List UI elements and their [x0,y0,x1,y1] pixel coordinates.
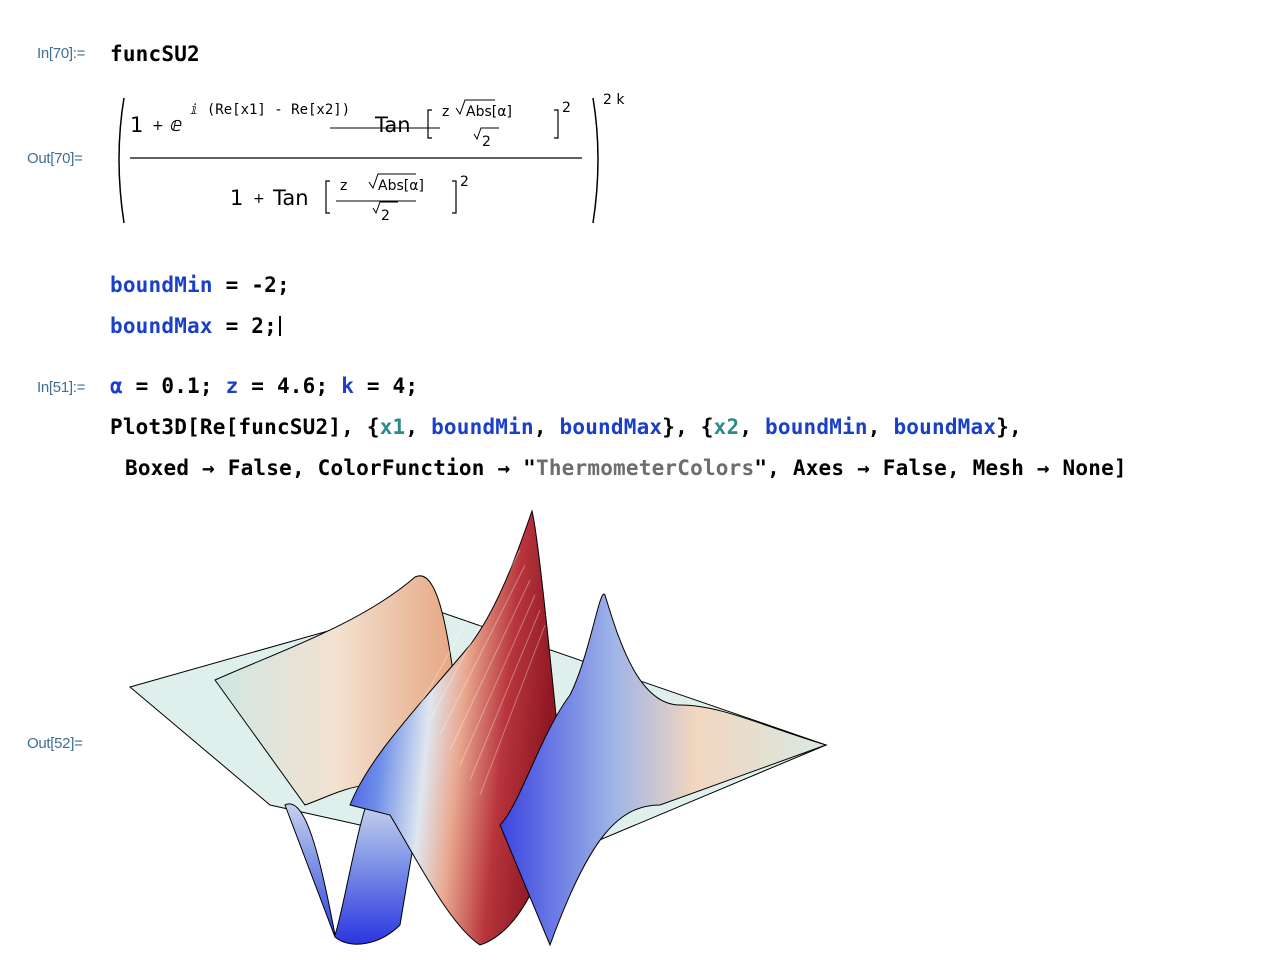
bound-max-value: = 2; [212,314,277,338]
bound-max-var: boundMax [110,314,213,338]
formula-exponent: ⅈ (Re[x1] - Re[x2]) [190,102,351,118]
sep-6: }, [996,415,1022,439]
plot-shading-lines [419,534,546,796]
bound-min-line[interactable]: boundMin = -2; [110,273,290,297]
text-cursor [278,316,281,336]
formula-parens [118,97,599,224]
formula-plus: + [152,118,164,134]
formula-inner-power-bottom: 2 [460,174,469,190]
boundmin-ref-1: boundMin [431,415,534,439]
boundmin-ref-2: boundMin [765,415,868,439]
formula-one-bottom: 1 [230,186,244,210]
sep-1: , [405,415,432,439]
x2-var: x2 [713,415,740,439]
formula-exp-base: ⅇ [170,112,183,136]
formula-z-top: z [442,104,450,120]
sep-3: }, { [662,415,714,439]
plot-left-valley [284,784,421,945]
sep-5: , [867,415,894,439]
plot3d-head: Plot3D[Re[funcSU2], { [110,415,380,439]
plot3d-surface[interactable] [120,505,840,955]
formula-output: 1 + ⅇ ⅈ (Re[x1] - Re[x2]) Tan z Abs[α] 2… [110,88,650,228]
formula-tan-bottom: Tan [273,186,309,210]
formula-one: 1 [130,113,144,137]
sep-2: , [533,415,560,439]
bound-min-value: = -2; [212,273,290,297]
z-var: z [225,374,239,398]
boundmax-ref-2: boundMax [893,415,997,439]
plot-right-ridge [499,593,828,947]
formula-tan-top: Tan [375,113,411,137]
input-code[interactable]: funcSU2 [110,42,200,66]
bound-min-var: boundMin [110,273,213,297]
input-label: In[70]:= [37,45,86,62]
formula-plus-bottom: + [253,191,265,207]
bound-max-line[interactable]: boundMax = 2; [110,314,281,338]
alpha-value: = 0.1; [122,374,226,398]
formula-z-bottom: z [340,178,348,194]
boundmax-ref-1: boundMax [559,415,663,439]
options-line[interactable]: Boxed → False, ColorFunction → "Thermome… [125,456,1127,480]
formula-abs-bottom: Abs[α] [378,178,424,194]
input-label-51: In[51]:= [37,379,86,396]
formula-outer-power: 2 k [603,92,625,108]
k-var: k [341,374,355,398]
formula-sqrt2-top: 2 [482,134,491,150]
sep-4: , [739,415,766,439]
alpha-var: α [110,374,123,398]
output-label: Out[70]= [27,150,83,167]
options-tail: ", Axes → False, Mesh → None] [754,456,1127,480]
formula-inner-power-top: 2 [562,100,571,116]
thermometer-string: ThermometerColors [535,456,755,480]
param-line[interactable]: α = 0.1; z = 4.6; k = 4; [110,374,418,398]
k-value: = 4; [354,374,419,398]
formula-abs-top: Abs[α] [466,104,512,120]
formula-sqrt2-bottom: 2 [381,208,390,224]
plot3d-line[interactable]: Plot3D[Re[funcSU2], {x1, boundMin, bound… [110,415,1022,439]
output-label-52: Out[52]= [27,735,83,752]
options-head: Boxed → False, ColorFunction → " [125,456,536,480]
z-value: = 4.6; [238,374,342,398]
x1-var: x1 [379,415,406,439]
